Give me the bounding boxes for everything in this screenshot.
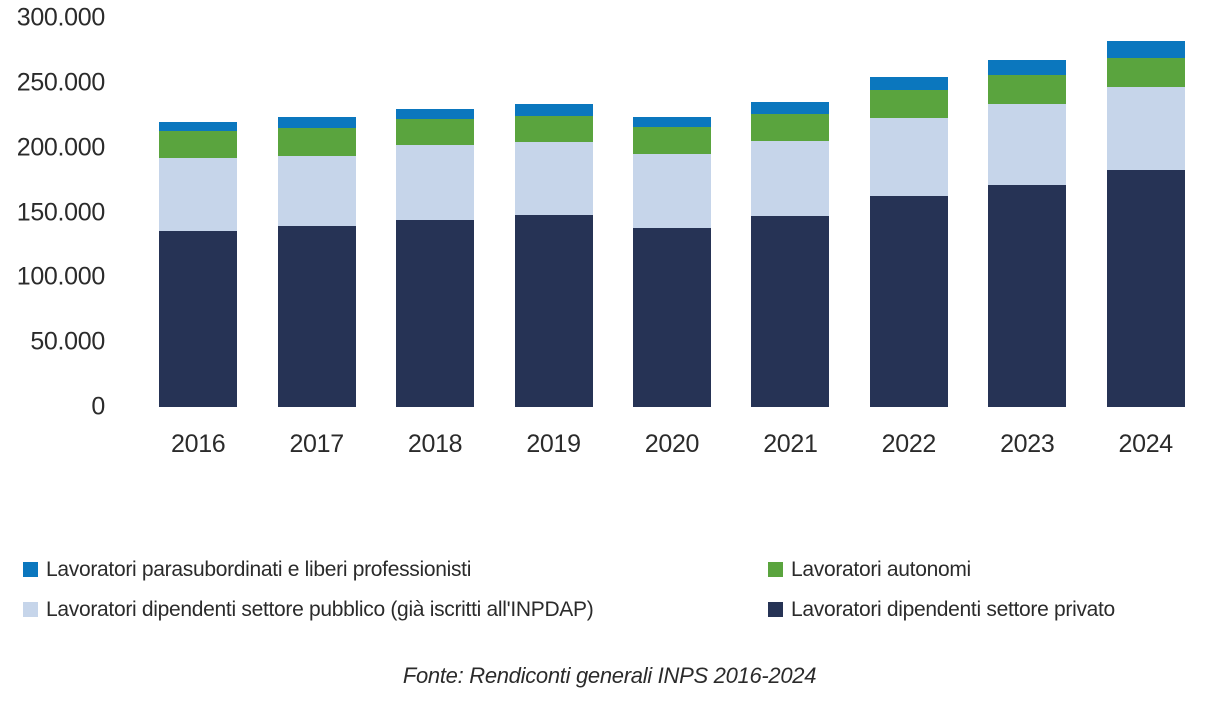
x-axis-label: 2017 bbox=[289, 430, 344, 458]
stacked-bar bbox=[514, 103, 593, 407]
bar-slot bbox=[139, 18, 257, 407]
bar-segment bbox=[869, 196, 948, 407]
bar-segment bbox=[632, 153, 711, 229]
stacked-bar bbox=[632, 117, 711, 407]
plot-area bbox=[139, 18, 1205, 407]
bar-segment bbox=[277, 128, 356, 157]
bar-segment bbox=[751, 140, 830, 216]
legend-label: Lavoratori dipendenti settore privato bbox=[791, 598, 1115, 621]
bar-segment bbox=[632, 126, 711, 154]
legend-label: Lavoratori dipendenti settore pubblico (… bbox=[46, 598, 594, 621]
x-axis-label: 2021 bbox=[763, 430, 818, 458]
bar-segment bbox=[277, 117, 356, 129]
legend-swatch bbox=[768, 602, 783, 617]
bar-segment bbox=[751, 113, 830, 141]
bar-segment bbox=[514, 215, 593, 407]
bar-segment bbox=[396, 220, 475, 407]
x-axis-label: 2018 bbox=[407, 430, 463, 458]
y-axis-tick-label: 300.000 bbox=[16, 3, 106, 32]
stacked-bar bbox=[1106, 41, 1185, 407]
bar-segment bbox=[514, 103, 593, 116]
bar-segment bbox=[751, 215, 830, 407]
stacked-bar bbox=[159, 122, 238, 407]
source-note: Fonte: Rendiconti generali INPS 2016-202… bbox=[402, 663, 817, 688]
legend-item: Lavoratori autonomi bbox=[768, 556, 1203, 583]
bar-slot bbox=[850, 18, 968, 407]
x-axis-label: 2020 bbox=[644, 430, 700, 458]
legend: Lavoratori parasubordinati e liberi prof… bbox=[23, 556, 1203, 623]
bar-segment bbox=[1106, 41, 1185, 58]
bar-segment bbox=[988, 75, 1067, 105]
y-axis-tick-label: 0 bbox=[91, 392, 105, 421]
bar-segment bbox=[159, 131, 238, 159]
y-axis-tick-label: 150.000 bbox=[16, 198, 106, 226]
x-axis-labels: 2016 2017 2018 2019 2020 2021 2022 2023 2024 bbox=[139, 430, 1205, 459]
legend-swatch bbox=[23, 562, 38, 577]
bar-segment bbox=[988, 184, 1067, 407]
bar-segment bbox=[988, 60, 1067, 76]
bar-slot bbox=[613, 18, 731, 407]
y-axis-tick-label: 50.000 bbox=[30, 327, 105, 356]
bar-segment bbox=[869, 117, 948, 197]
stacked-bar bbox=[988, 60, 1067, 407]
bar-slot bbox=[494, 18, 612, 407]
bar-slot bbox=[731, 18, 849, 407]
x-axis-label: 2019 bbox=[526, 430, 581, 458]
stacked-bar bbox=[277, 117, 356, 407]
bar-segment bbox=[1106, 170, 1185, 407]
legend-swatch bbox=[23, 602, 38, 617]
bar-segment bbox=[277, 226, 356, 407]
legend-label: Lavoratori parasubordinati e liberi prof… bbox=[46, 558, 472, 581]
bar-segment bbox=[1106, 57, 1185, 87]
bar-slot bbox=[257, 18, 375, 407]
legend-label: Lavoratori autonomi bbox=[791, 558, 971, 581]
bar-segment bbox=[869, 77, 948, 90]
bar-segment bbox=[514, 115, 593, 142]
stacked-bar bbox=[751, 102, 830, 407]
bar-segment bbox=[396, 118, 475, 146]
x-axis-label: 2016 bbox=[171, 430, 226, 458]
bar-segment bbox=[159, 231, 238, 407]
bar-segment bbox=[751, 102, 830, 114]
stacked-bar bbox=[869, 77, 948, 407]
y-axis-tick-label: 250.000 bbox=[16, 68, 106, 97]
bar-segment bbox=[159, 122, 238, 132]
stacked-bar bbox=[396, 109, 475, 407]
bar-segment bbox=[396, 109, 475, 119]
legend-item: Lavoratori parasubordinati e liberi prof… bbox=[23, 556, 768, 583]
x-axis-label: 2022 bbox=[881, 430, 937, 458]
bar-segment bbox=[869, 89, 948, 118]
bar-segment bbox=[1106, 86, 1185, 171]
legend-item: Lavoratori dipendenti settore privato bbox=[768, 596, 1203, 623]
y-axis-tick-label: 200.000 bbox=[16, 133, 106, 162]
bar-slot bbox=[968, 18, 1086, 407]
bar-segment bbox=[514, 141, 593, 216]
y-axis-labels: 0 50.000 100.000 150.000 200.000 250.000 300.0… bbox=[0, 4, 106, 421]
bar-segment bbox=[988, 104, 1067, 185]
bar-segment bbox=[632, 117, 711, 127]
bar-segment bbox=[396, 145, 475, 221]
legend-item: Lavoratori dipendenti settore pubblico (… bbox=[23, 596, 768, 623]
x-axis-label: 2023 bbox=[1000, 430, 1055, 458]
bar-segment bbox=[632, 228, 711, 407]
bar-slot bbox=[1087, 18, 1205, 407]
bar-segment bbox=[277, 156, 356, 227]
x-axis-label: 2024 bbox=[1118, 430, 1174, 458]
bar-segment bbox=[159, 158, 238, 232]
y-axis-tick-label: 100.000 bbox=[16, 262, 106, 291]
bar-slot bbox=[376, 18, 494, 407]
legend-swatch bbox=[768, 562, 783, 577]
